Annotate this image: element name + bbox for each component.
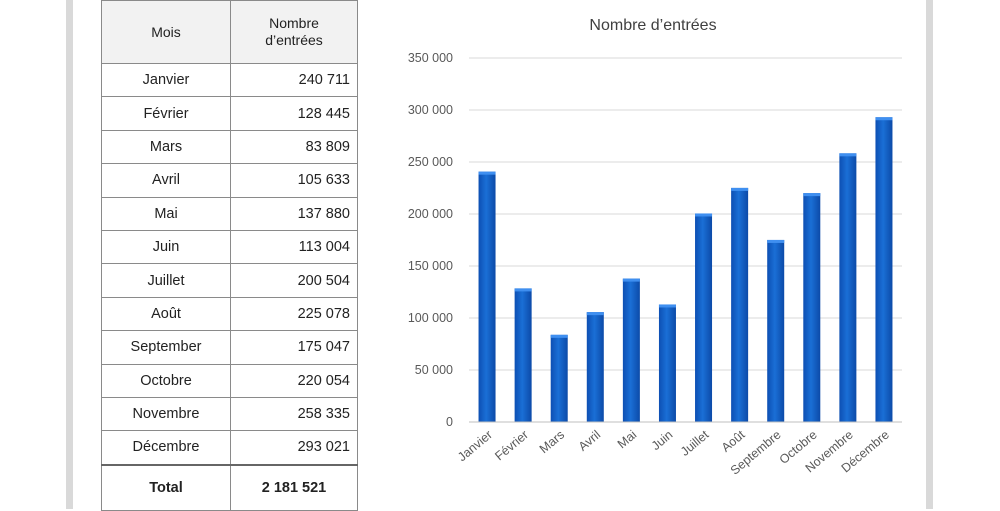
y-tick-label: 150 000: [408, 259, 453, 273]
row-value: 137 880: [230, 196, 358, 231]
bar-top: [839, 153, 857, 157]
row-month: Juin: [101, 229, 231, 265]
x-tick-label: Mars: [537, 428, 567, 457]
frame-left-border: [66, 0, 73, 509]
row-month: Avril: [101, 163, 231, 198]
y-tick-label: 100 000: [408, 311, 453, 325]
x-tick-label: Février: [492, 428, 531, 464]
total-label: Total: [101, 463, 231, 511]
row-month: Février: [101, 96, 231, 131]
row-month: Juillet: [101, 263, 231, 298]
bar: [550, 334, 568, 422]
y-tick-label: 300 000: [408, 103, 453, 117]
table-row: Mars 83 809: [101, 129, 358, 165]
x-tick-label: Juillet: [678, 427, 712, 459]
bar-top: [658, 304, 676, 308]
x-tick-label: Avril: [576, 428, 603, 454]
y-tick-label: 50 000: [415, 363, 453, 377]
bar: [767, 239, 785, 422]
table-row: Juillet 200 504: [101, 263, 358, 298]
bar: [514, 288, 532, 422]
table-row: Avril 105 633: [101, 163, 358, 198]
chart-title: Nombre d’entrées: [589, 17, 716, 34]
bar-top: [514, 288, 532, 292]
x-tick-label: Janvier: [455, 428, 495, 465]
table-row: Décembre 293 021: [101, 430, 358, 466]
table-row: Juin 113 004: [101, 229, 358, 265]
row-month: Octobre: [101, 363, 231, 398]
row-month: Décembre: [101, 430, 231, 466]
table-total-row: Total 2 181 521: [101, 463, 358, 511]
table-row: Janvier 240 711: [101, 62, 358, 98]
row-value: 83 809: [230, 129, 358, 165]
bar: [803, 193, 821, 422]
row-value: 200 504: [230, 263, 358, 298]
row-month: Mai: [101, 196, 231, 231]
frame-right-border: [926, 0, 933, 509]
table-row: September 175 047: [101, 330, 358, 365]
entries-bar-chart: Nombre d’entrées 0 50 000 100 000 150 000 200…: [408, 17, 902, 478]
row-value: 293 021: [230, 430, 358, 466]
bar-top: [622, 278, 640, 282]
bar: [731, 187, 749, 422]
row-value: 258 335: [230, 396, 358, 432]
header-entries: Nombre d’entrées: [230, 0, 358, 64]
table-row: Mai 137 880: [101, 196, 358, 231]
table-row: Août 225 078: [101, 296, 358, 332]
y-tick-label: 250 000: [408, 155, 453, 169]
row-value: 113 004: [230, 229, 358, 265]
table-row: Novembre 258 335: [101, 396, 358, 432]
table-row: Octobre 220 054: [101, 363, 358, 398]
bar: [658, 304, 676, 422]
bar: [875, 117, 893, 422]
y-tick-label: 200 000: [408, 207, 453, 221]
row-value: 240 711: [230, 62, 358, 98]
bar-top: [803, 193, 821, 197]
bar-top: [550, 334, 568, 338]
row-value: 220 054: [230, 363, 358, 398]
x-tick-label: Août: [719, 427, 748, 455]
bar: [622, 278, 640, 422]
table-header-row: Mois Nombre d’entrées: [101, 0, 358, 64]
bar-top: [875, 117, 893, 121]
y-tick-label: 350 000: [408, 51, 453, 65]
bar: [839, 153, 857, 422]
row-month: Janvier: [101, 62, 231, 98]
total-value: 2 181 521: [230, 463, 358, 511]
header-entries-line2: d’entrées: [265, 32, 323, 48]
y-tick-label: 0: [446, 415, 453, 429]
row-value: 175 047: [230, 330, 358, 365]
row-month: Mars: [101, 129, 231, 165]
bar-top: [767, 239, 785, 243]
row-month: Août: [101, 296, 231, 332]
bar: [695, 213, 713, 422]
header-month: Mois: [101, 0, 231, 64]
bar: [478, 171, 496, 422]
monthly-entries-table: Mois Nombre d’entrées Janvier 240 711 Févr…: [101, 0, 358, 511]
header-entries-line1: Nombre: [269, 15, 319, 31]
row-value: 105 633: [230, 163, 358, 198]
x-tick-label: Mai: [615, 428, 639, 452]
bar-top: [695, 213, 713, 217]
row-value: 128 445: [230, 96, 358, 131]
bar: [586, 312, 604, 422]
bar-top: [586, 312, 604, 316]
table-row: Février 128 445: [101, 96, 358, 131]
row-month: Novembre: [101, 396, 231, 432]
bar-top: [731, 187, 749, 191]
x-tick-label: Juin: [649, 428, 676, 453]
row-value: 225 078: [230, 296, 358, 332]
row-month: September: [101, 330, 231, 365]
bar-top: [478, 171, 496, 175]
